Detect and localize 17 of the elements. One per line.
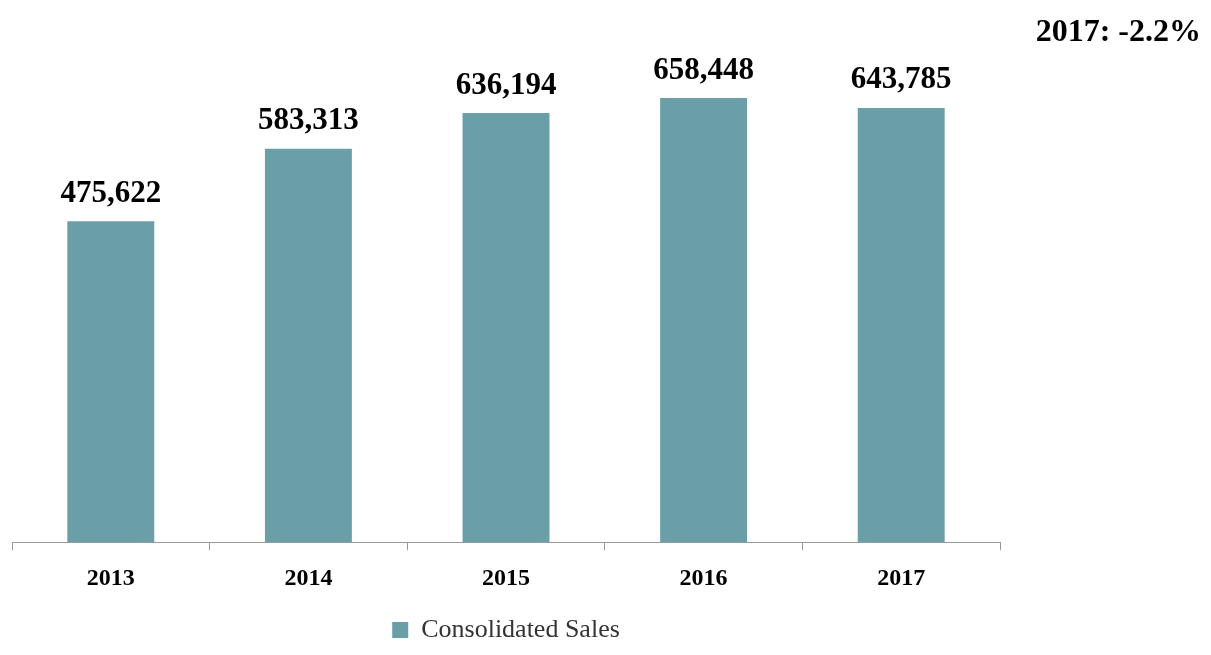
- bar: [67, 221, 155, 543]
- bar: [264, 148, 352, 543]
- data-label: 636,194: [455, 65, 557, 101]
- bar: [660, 98, 748, 543]
- data-label: 475,622: [60, 173, 162, 209]
- x-tick-label: 2017: [877, 563, 926, 590]
- x-tick-label: 2014: [284, 563, 333, 590]
- bar: [462, 113, 550, 543]
- bar: [857, 107, 945, 543]
- x-tick-label: 2015: [482, 563, 530, 590]
- text: 2017: -2.2%: [1035, 12, 1201, 49]
- x-tick-label: 2013: [86, 563, 135, 590]
- data-label: 583,313: [258, 101, 359, 137]
- x-tick-label: 2016: [679, 563, 728, 590]
- legend-label: Consolidated Sales: [421, 613, 620, 643]
- data-label: 658,448: [653, 50, 754, 86]
- data-label: 643,785: [850, 60, 952, 96]
